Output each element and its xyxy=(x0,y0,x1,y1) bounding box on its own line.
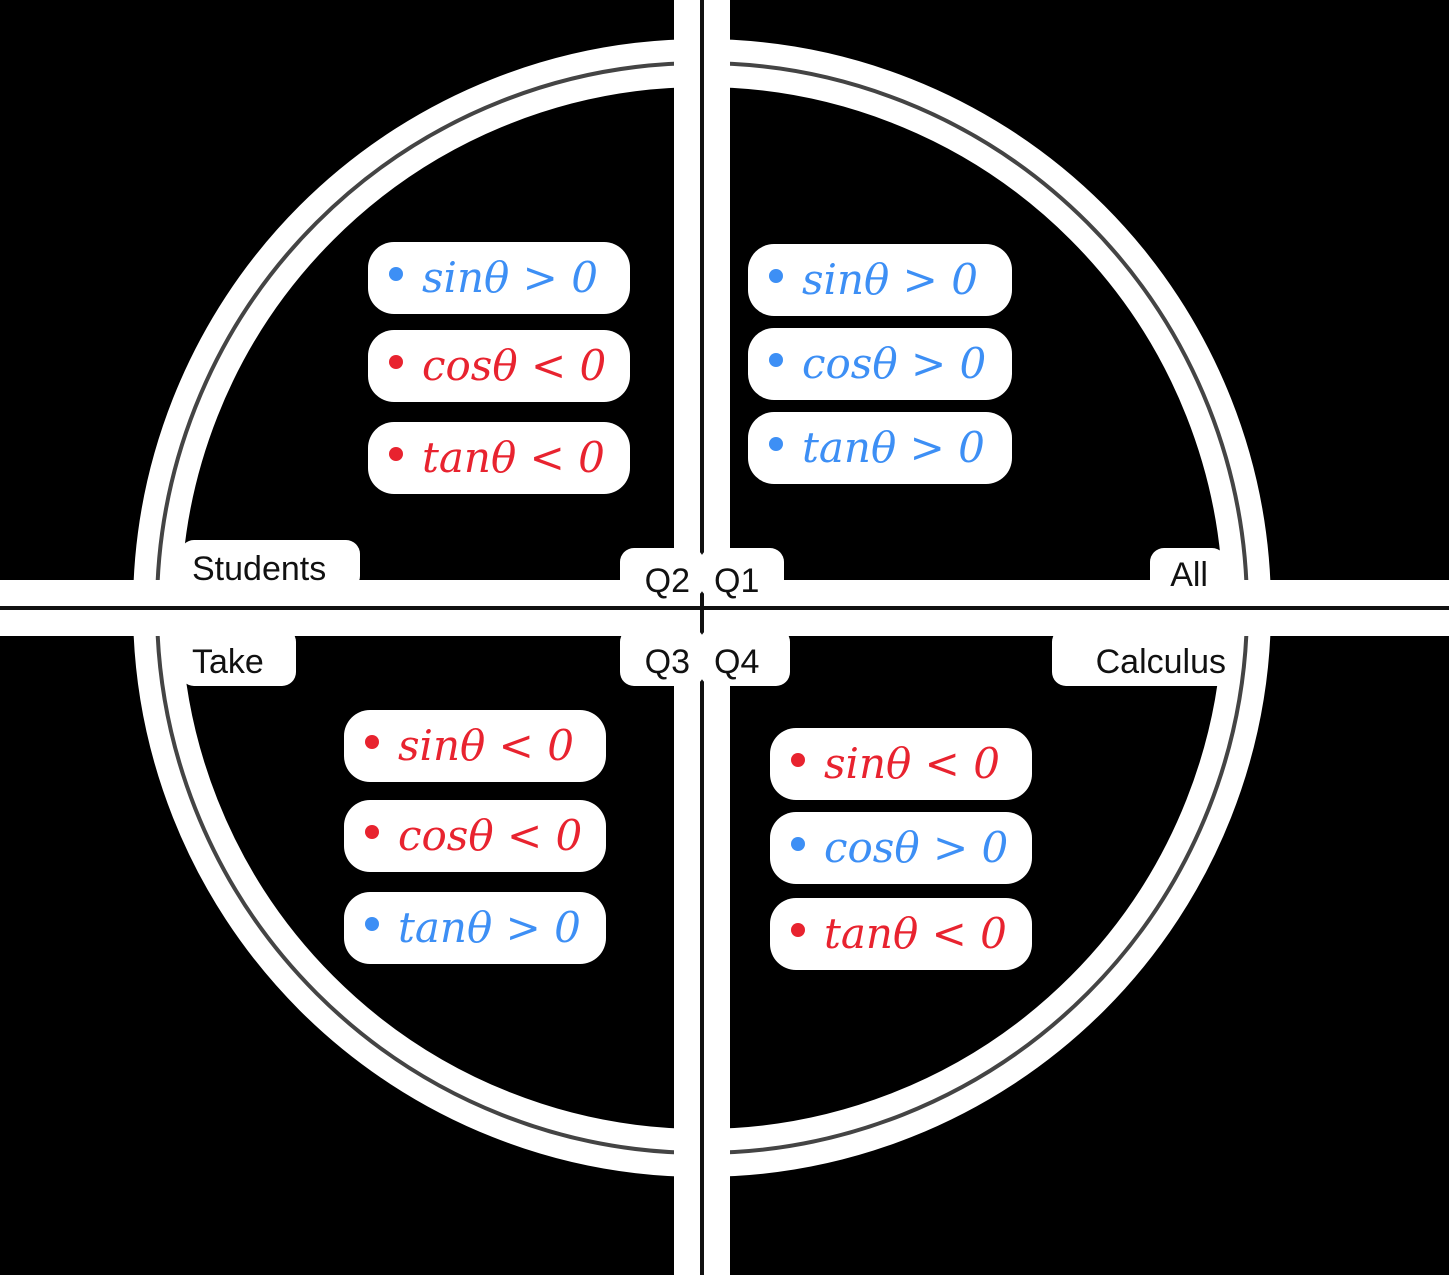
bullet-dot-icon xyxy=(365,917,379,931)
bullet-dot-icon xyxy=(791,837,805,851)
bullet-dot-icon xyxy=(769,269,783,283)
rule-q4-1: sinθ < 0 xyxy=(770,728,1032,800)
rule-halo xyxy=(344,800,606,872)
inequality-layer: sinθ > 0 cosθ < 0 tanθ < 0 sinθ > 0 cosθ > 0… xyxy=(344,242,1032,970)
rule-text: sinθ < 0 xyxy=(824,739,1000,788)
label-halo-all xyxy=(1150,548,1226,598)
rule-text: sinθ > 0 xyxy=(802,255,978,304)
quadrant-label-q3: Q3 xyxy=(645,643,690,681)
rule-halo xyxy=(344,892,606,964)
rule-text: tanθ < 0 xyxy=(824,909,1007,958)
rule-halo xyxy=(748,244,1012,316)
rule-q2-3: tanθ < 0 xyxy=(368,422,630,494)
rule-halo xyxy=(368,330,630,402)
rule-q3-2: cosθ < 0 xyxy=(344,800,606,872)
rule-halo xyxy=(770,812,1032,884)
bullet-dot-icon xyxy=(389,355,403,369)
bullet-dot-icon xyxy=(769,437,783,451)
rule-text: cosθ < 0 xyxy=(422,341,606,390)
rule-text: tanθ > 0 xyxy=(398,903,581,952)
quadrant-label-q2: Q2 xyxy=(645,562,690,600)
bullet-dot-icon xyxy=(389,447,403,461)
rule-q4-3: tanθ < 0 xyxy=(770,898,1032,970)
rule-halo xyxy=(748,328,1012,400)
label-halo-calculus xyxy=(1052,628,1238,686)
mnemonic-take: Take xyxy=(192,643,264,681)
bullet-dot-icon xyxy=(365,735,379,749)
bullet-dot-icon xyxy=(365,825,379,839)
rule-q2-2: cosθ < 0 xyxy=(368,330,630,402)
rule-q2-1: sinθ > 0 xyxy=(368,242,630,314)
rule-q1-3: tanθ > 0 xyxy=(748,412,1012,484)
rule-halo xyxy=(368,422,630,494)
label-halo-students xyxy=(180,540,360,590)
mnemonic-calculus: Calculus xyxy=(1096,643,1226,681)
rule-halo xyxy=(770,728,1032,800)
bullet-dot-icon xyxy=(791,753,805,767)
rule-q1-1: sinθ > 0 xyxy=(748,244,1012,316)
rule-halo xyxy=(770,898,1032,970)
rule-text: cosθ > 0 xyxy=(824,823,1008,872)
bullet-dot-icon xyxy=(791,923,805,937)
rule-text: cosθ < 0 xyxy=(398,811,582,860)
label-halo-q1 xyxy=(700,548,784,598)
label-halo-q3 xyxy=(620,628,704,686)
mnemonic-all: All xyxy=(1170,556,1208,594)
label-halo-q4 xyxy=(700,628,790,686)
rule-halo xyxy=(344,710,606,782)
rule-text: sinθ > 0 xyxy=(422,253,598,302)
rule-text: tanθ < 0 xyxy=(422,433,605,482)
bullet-dot-icon xyxy=(389,267,403,281)
rule-text: cosθ > 0 xyxy=(802,339,986,388)
rule-q1-2: cosθ > 0 xyxy=(748,328,1012,400)
bullet-dot-icon xyxy=(769,353,783,367)
label-halo-q2 xyxy=(620,548,704,598)
label-halo-take xyxy=(180,628,296,686)
rule-text: sinθ < 0 xyxy=(398,721,574,770)
rule-q4-2: cosθ > 0 xyxy=(770,812,1032,884)
rule-q3-1: sinθ < 0 xyxy=(344,710,606,782)
quadrant-label-q1: Q1 xyxy=(714,562,759,600)
rule-text: tanθ > 0 xyxy=(802,423,985,472)
rule-halo xyxy=(748,412,1012,484)
quadrant-label-q4: Q4 xyxy=(714,643,759,681)
mnemonic-students: Students xyxy=(192,550,326,588)
rule-q3-3: tanθ > 0 xyxy=(344,892,606,964)
rule-halo xyxy=(368,242,630,314)
